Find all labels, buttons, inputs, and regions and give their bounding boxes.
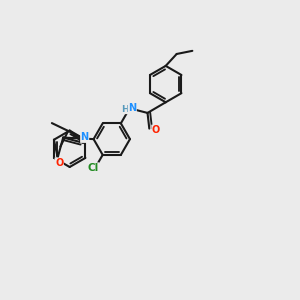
Text: O: O	[152, 125, 160, 135]
Text: Cl: Cl	[88, 163, 99, 173]
Text: N: N	[128, 103, 136, 113]
Text: O: O	[55, 158, 63, 168]
Text: N: N	[81, 132, 89, 142]
Text: H: H	[121, 105, 129, 114]
